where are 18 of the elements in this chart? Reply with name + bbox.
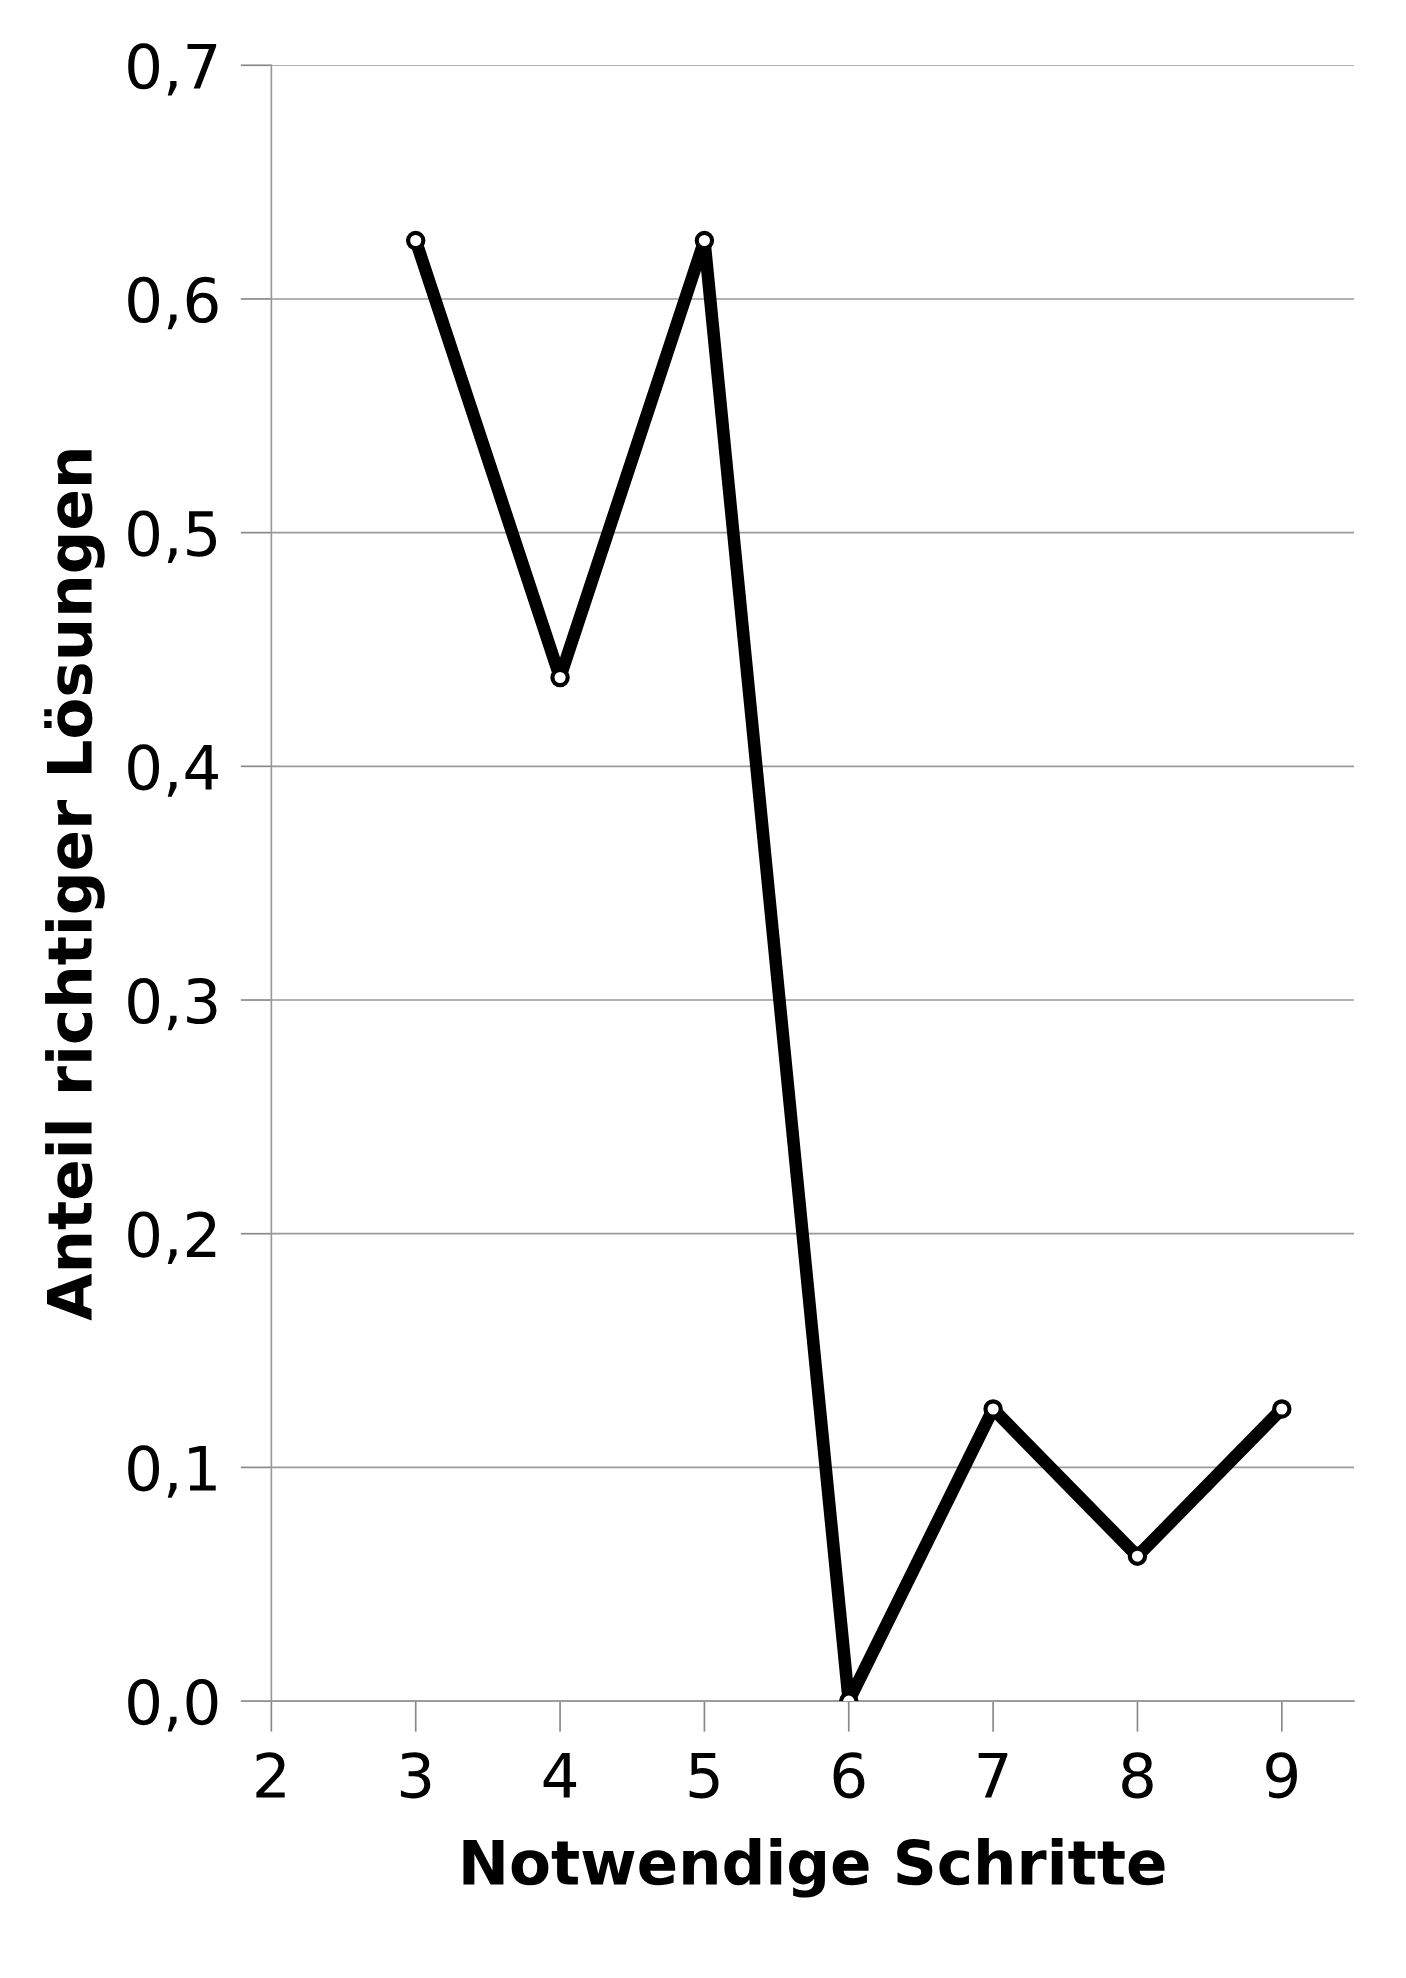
y-tick-label: 0,2 <box>128 1211 216 1265</box>
y-tick-label: 0,5 <box>128 510 217 563</box>
y-tick-label: 0,3 <box>128 977 217 1031</box>
x-tick-label: 3 <box>400 1752 431 1799</box>
x-tick-label: 6 <box>833 1752 865 1799</box>
y-tick-label: 0,4 <box>128 744 218 797</box>
x-tick-label: 2 <box>256 1752 285 1798</box>
y-tick-label: 0,1 <box>128 1445 216 1498</box>
y-axis-title: Anteil richtiger Lösungen <box>44 450 105 1321</box>
x-tick-label: 4 <box>543 1752 577 1798</box>
x-tick-label: 8 <box>1122 1752 1153 1799</box>
x-tick-label: 5 <box>689 1752 719 1799</box>
x-axis-title: Notwendige Schritte <box>463 1838 1165 1898</box>
x-tick-label: 7 <box>978 1752 1008 1798</box>
x-tick-label: 9 <box>1266 1752 1297 1799</box>
y-tick-label: 0,7 <box>128 43 217 96</box>
y-tick-label: 0,6 <box>128 276 218 330</box>
y-tick-label: 0,0 <box>128 1678 218 1732</box>
